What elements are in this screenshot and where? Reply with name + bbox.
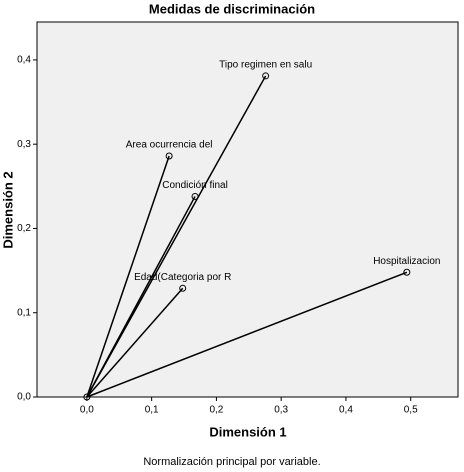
x-tick-label: 0,3	[274, 405, 288, 416]
y-tick-label: 0,3	[17, 139, 31, 150]
point	[179, 284, 187, 292]
vector-line	[86, 196, 196, 398]
plot-area	[36, 21, 459, 398]
point	[165, 152, 173, 160]
origin-point	[83, 393, 91, 401]
x-axis-label: Dimensión 1	[209, 424, 286, 439]
point-label: Hospitalizacion	[373, 256, 440, 267]
point-label: Tipo regimen en salu	[219, 60, 312, 71]
vector-line	[86, 287, 184, 398]
point-label: Condición final	[162, 180, 228, 191]
vector-line	[86, 155, 170, 398]
point	[191, 192, 199, 200]
chart-title: Medidas de discriminación	[149, 1, 315, 16]
note: Normalización principal por variable.	[143, 456, 320, 468]
x-tick-label: 0,5	[404, 405, 418, 416]
point-label: Edad(Categoria por R	[134, 272, 231, 283]
x-tick-label: 0,0	[80, 405, 94, 416]
vector-line	[86, 75, 267, 398]
x-tick-label: 0,1	[145, 405, 159, 416]
vector-line	[86, 271, 408, 398]
y-tick-label: 0,1	[17, 307, 31, 318]
y-tick-label: 0,0	[17, 392, 31, 403]
y-axis-label: Dimensión 2	[0, 171, 15, 248]
y-tick-label: 0,2	[17, 223, 31, 234]
point	[262, 72, 270, 80]
point	[403, 268, 411, 276]
x-tick-label: 0,4	[339, 405, 353, 416]
point-label: Area ocurrencia del	[126, 140, 213, 151]
x-tick-label: 0,2	[209, 405, 223, 416]
y-tick-label: 0,4	[17, 55, 31, 66]
